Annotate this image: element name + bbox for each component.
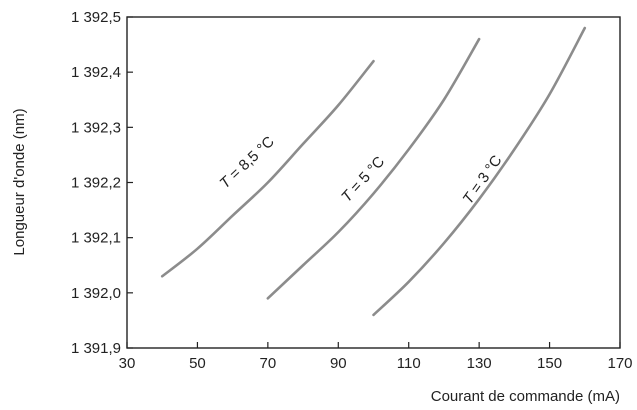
series-labels: T = 8,5 °CT = 5 °C T = 3 °C (217, 133, 506, 207)
series-line (160, 59, 375, 278)
x-tick-label: 170 (607, 355, 632, 372)
y-tick-label: 1 392,5 (71, 9, 121, 26)
y-tick-label: 1 391,9 (71, 340, 121, 357)
series-label: T = 5 °C (338, 153, 388, 206)
y-axis-title: Longueur d'onde (nm) (11, 108, 28, 255)
series-label: T = 3 °C (459, 152, 505, 207)
series-line (266, 37, 481, 300)
y-tick-label: 1 392,4 (71, 64, 121, 81)
series-line (372, 26, 587, 317)
x-tick-label: 110 (397, 355, 421, 372)
x-tick-label: 50 (189, 355, 206, 372)
series-label-value: = 5 °C (344, 153, 388, 199)
axis-tick-labels: 30 50 70 90 110 130 150 170 1 391,9 1 392,0 1 392,… (71, 9, 633, 372)
x-tick-label: 130 (467, 355, 492, 372)
series-lines (160, 26, 587, 317)
plot-frame (126, 16, 621, 349)
x-tick-label: 150 (537, 355, 562, 372)
x-tick-label: 70 (260, 355, 277, 372)
axis-ticks (126, 16, 621, 349)
y-tick-label: 1 392,2 (71, 175, 121, 192)
x-tick-label: 90 (330, 355, 347, 372)
y-tick-label: 1 392,3 (71, 119, 121, 136)
x-axis-title: Courant de commande (mA) (431, 388, 620, 405)
y-tick-label: 1 392,1 (71, 230, 121, 247)
series-label-value: = 8,5 °C (223, 133, 278, 186)
y-tick-label: 1 392,0 (71, 285, 121, 302)
x-tick-label: 30 (119, 355, 136, 372)
